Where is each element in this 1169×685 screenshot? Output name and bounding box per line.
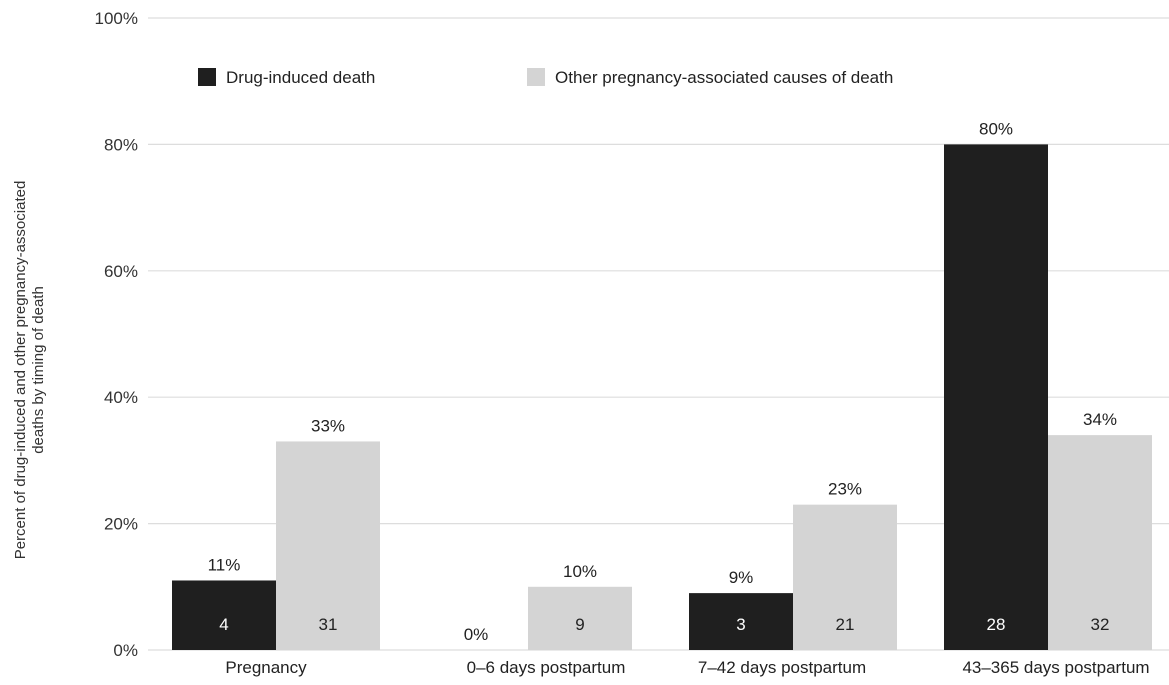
y-axis-label-text: Percent of drug-induced and other pregna…: [12, 181, 47, 560]
bar: [689, 593, 793, 650]
x-category-label: 43–365 days postpartum: [962, 658, 1149, 677]
bar-count-label: 4: [219, 615, 228, 634]
bar: [944, 144, 1048, 650]
x-category-label: 0–6 days postpartum: [467, 658, 626, 677]
bar-value-label: 0%: [464, 625, 489, 644]
y-axis-label: Percent of drug-induced and other pregna…: [12, 181, 47, 560]
bar-value-label: 9%: [729, 568, 754, 587]
y-tick-label: 80%: [104, 135, 138, 154]
y-tick-label: 20%: [104, 515, 138, 534]
x-axis-categories: Pregnancy 0–6 days postpartum 7–42 days po…: [225, 658, 1149, 677]
legend-swatch: [198, 68, 216, 86]
bar: [528, 586, 632, 650]
bar-value-label: 33%: [311, 416, 345, 435]
y-tick-label: 60%: [104, 262, 138, 281]
legend-label: Drug-induced death: [226, 68, 375, 87]
bar-count-label: 21: [836, 615, 855, 634]
y-tick-label: 100%: [95, 9, 138, 28]
bars: 11% 4 0% 9% 3 80% 28 33% 31 10% 9 23% 21 34% 32: [172, 119, 1152, 650]
bar-count-label: 3: [736, 615, 745, 634]
legend-label: Other pregnancy-associated causes of dea…: [555, 68, 893, 87]
bar-count-label: 9: [575, 615, 584, 634]
y-tick-label: 40%: [104, 388, 138, 407]
bar-value-label: 11%: [208, 555, 241, 574]
y-axis-ticks: 0% 20% 40% 60% 80% 100%: [95, 9, 138, 660]
y-axis-label-line: deaths by timing of death: [30, 286, 47, 454]
bar-value-label: 10%: [563, 562, 597, 581]
bar-count-label: 32: [1091, 615, 1110, 634]
bar-value-label: 80%: [979, 119, 1013, 138]
bar: [1048, 435, 1152, 650]
legend-swatch: [527, 68, 545, 86]
bar-count-label: 28: [987, 615, 1006, 634]
x-category-label: Pregnancy: [225, 658, 307, 677]
legend: Drug-induced death Other pregnancy-associ…: [198, 68, 893, 87]
bar-count-label: 31: [319, 615, 338, 634]
y-tick-label: 0%: [113, 641, 138, 660]
bar: [276, 441, 380, 650]
x-category-label: 7–42 days postpartum: [698, 658, 866, 677]
bar-value-label: 23%: [828, 480, 862, 499]
bar: [172, 580, 276, 650]
bar: [793, 504, 897, 650]
bar-value-label: 34%: [1083, 410, 1117, 429]
y-axis-label-line: Percent of drug-induced and other pregna…: [12, 181, 29, 560]
